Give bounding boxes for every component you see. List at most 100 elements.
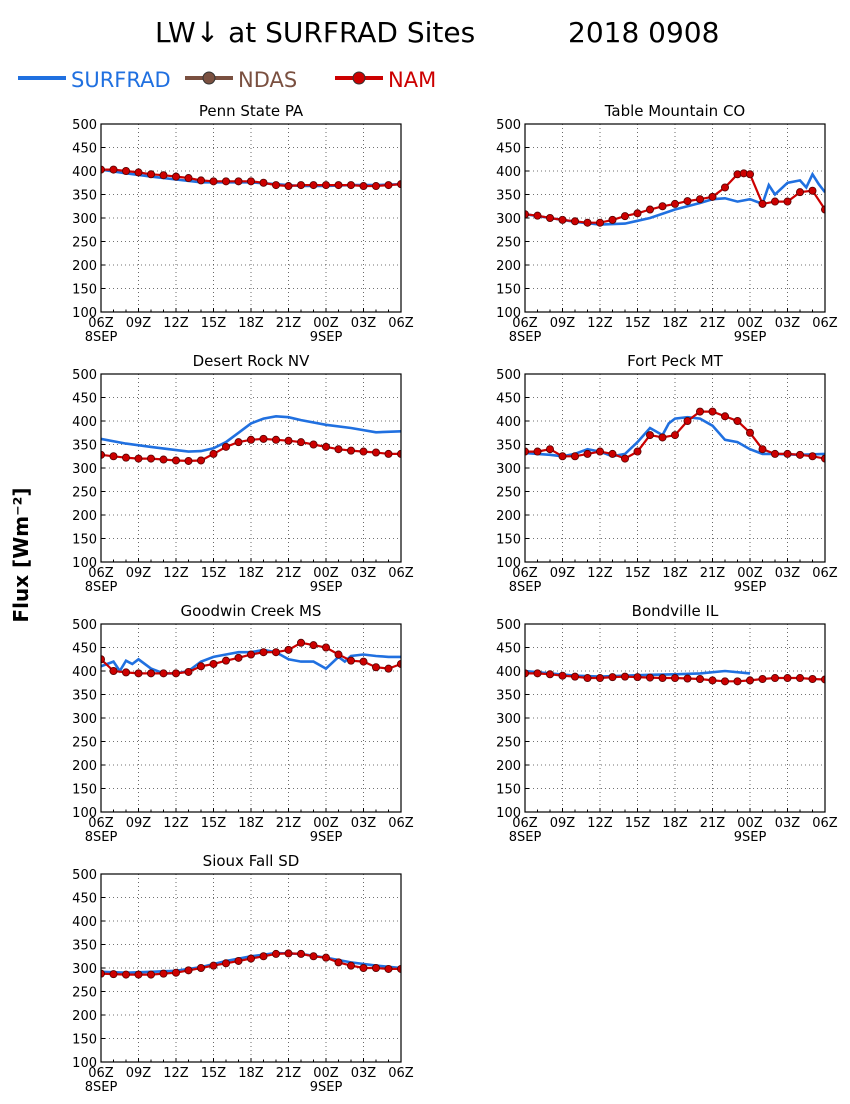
y-tick-label: 200 [72,259,97,274]
data-point [671,674,680,683]
panel-title: Desert Rock NV [193,352,310,370]
data-point [171,669,180,678]
data-point [608,215,617,224]
data-point [621,212,630,221]
data-point [271,648,280,657]
data-point [259,648,268,657]
data-point [122,970,131,979]
data-point [246,177,255,186]
y-tick-label: 450 [496,142,521,157]
data-point [171,456,180,465]
data-point [646,205,655,214]
data-point [658,202,667,211]
data-point [359,657,368,666]
data-point [134,669,143,678]
y-tick-label: 350 [72,939,97,954]
data-point [596,447,605,456]
x-tick-label: 21Z [700,316,726,331]
data-point [146,454,155,463]
data-point [546,213,555,222]
data-point [371,663,380,672]
data-point [821,675,825,684]
data-point [384,449,393,458]
data-point [209,961,218,970]
data-point [384,664,393,673]
data-point [259,434,268,443]
y-axis-label: Flux [Wm⁻²] [9,487,33,622]
y-tick-label: 200 [496,759,521,774]
data-point [234,956,243,965]
y-tick-label: 200 [496,509,521,524]
data-point [658,433,667,442]
data-point [234,177,243,186]
data-point [109,667,118,676]
data-point [608,449,617,458]
data-point [671,431,680,440]
panel-fort-peck-mt: Fort Peck MT 100 150 200 250 300 350 400 450 500 0… [496,352,838,595]
x-tick-label: 06Z [388,1066,414,1081]
x-tick-label: 18Z [662,816,688,831]
y-tick-label: 100 [72,306,97,321]
x-date-label-mid: 9SEP [734,580,767,595]
x-tick-label: 15Z [201,1066,227,1081]
x-date-label-mid: 9SEP [734,330,767,345]
y-tick-label: 100 [496,556,521,571]
x-tick-label: 15Z [201,566,227,581]
data-point [346,181,355,190]
data-point [122,166,131,175]
data-point [571,452,580,461]
x-tick-label: 03Z [775,566,801,581]
series-nam [525,407,825,463]
x-date-label-mid: 9SEP [310,580,343,595]
data-point [658,674,667,683]
x-tick-label: 06Z [388,316,414,331]
data-point [209,177,218,186]
y-tick-label: 500 [72,118,97,133]
data-point [733,677,742,686]
data-point [721,183,730,192]
x-tick-label: 03Z [351,316,377,331]
data-point [234,438,243,447]
y-tick-label: 150 [496,533,521,548]
data-point [284,645,293,654]
panel-title: Fort Peck MT [627,352,723,370]
data-point [746,170,755,179]
data-point [621,672,630,681]
data-point [583,449,592,458]
data-point [146,970,155,979]
legend-label: SURFRAD [71,68,171,92]
y-tick-label: 300 [496,462,521,477]
y-tick-label: 250 [72,986,97,1001]
data-point [296,949,305,958]
y-tick-label: 300 [72,712,97,727]
x-tick-label: 21Z [276,1066,302,1081]
legend-marker [352,71,366,85]
panel-title: Table Mountain CO [604,102,746,120]
y-tick-label: 150 [72,533,97,548]
data-point [171,968,180,977]
x-tick-label: 03Z [775,316,801,331]
data-point [159,455,168,464]
y-tick-label: 500 [496,618,521,633]
panel-table-mountain-co: Table Mountain CO 100 150 200 250 300 350 400 45… [496,102,838,345]
plot-frame [100,123,402,313]
x-tick-label: 12Z [163,1066,189,1081]
data-point [359,447,368,456]
data-point [646,431,655,440]
x-date-label-mid: 9SEP [734,830,767,845]
x-tick-label: 00Z [737,816,763,831]
data-point [533,211,542,220]
data-point [159,171,168,180]
y-tick-label: 400 [72,165,97,180]
panel-bondville-il: Bondville IL 100 150 200 250 300 350 400 450 500 0… [496,602,838,845]
x-tick-label: 06Z [88,566,114,581]
data-point [758,445,767,454]
series-surfrad [525,171,825,226]
data-point [671,199,680,208]
data-point [696,674,705,683]
y-tick-label: 400 [72,665,97,680]
data-point [309,440,318,449]
x-date-label-mid: 9SEP [310,1080,343,1095]
x-date-label-mid: 9SEP [310,330,343,345]
